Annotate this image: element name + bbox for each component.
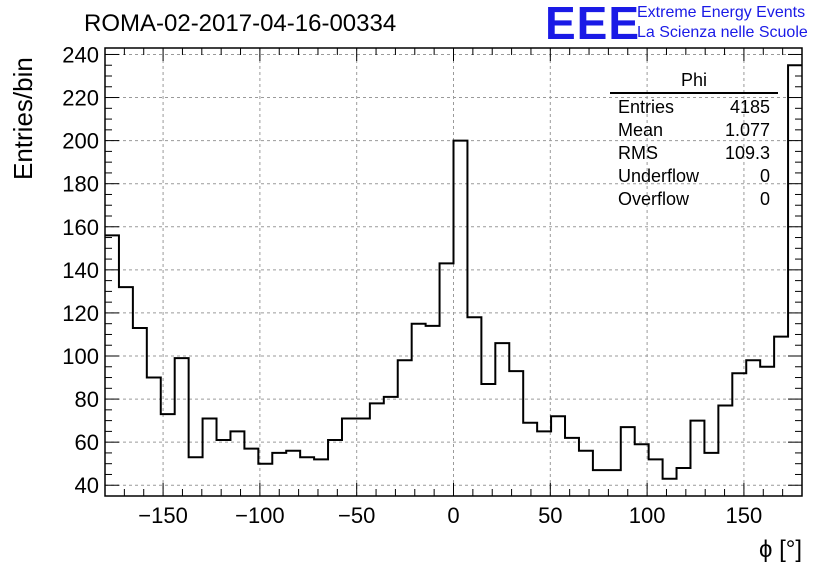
y-tick-label: 200 — [62, 129, 99, 154]
stats-label: Underflow — [618, 166, 700, 186]
x-tick-label: 50 — [538, 503, 562, 528]
chart-title: ROMA-02-2017-04-16-00334 — [84, 10, 397, 37]
x-tick-label: 0 — [447, 503, 459, 528]
y-tick-label: 60 — [75, 430, 99, 455]
logo-line-2: La Scienza nelle Scuole — [637, 24, 808, 41]
stats-label: Mean — [618, 120, 664, 140]
x-tick-label: −150 — [138, 503, 188, 528]
y-tick-label: 100 — [62, 344, 99, 369]
stats-label: RMS — [618, 143, 658, 163]
y-tick-label: 80 — [75, 387, 99, 412]
x-axis-label: ϕ [°] — [758, 536, 802, 563]
axis-ticks — [104, 48, 803, 497]
stats-row: Entries 4185 — [610, 96, 778, 119]
y-tick-label: 220 — [62, 86, 99, 111]
stats-row: Overflow 0 — [610, 188, 778, 211]
y-tick-label: 140 — [62, 258, 99, 283]
stats-value: 0 — [759, 189, 770, 209]
x-tick-label: 150 — [726, 503, 763, 528]
stats-value: 109.3 — [724, 143, 770, 163]
stats-value: 1.077 — [724, 120, 770, 140]
eee-logo: EEE — [545, 0, 641, 49]
x-tick-label: −100 — [235, 503, 285, 528]
y-tick-label: 160 — [62, 215, 99, 240]
y-tick-label: 180 — [62, 172, 99, 197]
y-tick-label: 240 — [62, 42, 99, 67]
y-tick-label: 120 — [62, 301, 99, 326]
stats-label: Entries — [618, 97, 675, 117]
tick-labels: −150 −100 −50 0 50 100 150 40 60 80 100 120 140 160 18… — [62, 42, 762, 528]
y-tick-label: 40 — [75, 473, 99, 498]
logo-line-1: Extreme Energy Events — [637, 4, 806, 21]
x-tick-label: −50 — [338, 503, 375, 528]
stats-label: Overflow — [618, 189, 690, 209]
stats-row: Mean 1.077 — [610, 119, 778, 142]
x-tick-label: 100 — [629, 503, 666, 528]
stats-value: 0 — [759, 166, 770, 186]
stats-title: Phi — [610, 70, 778, 94]
stats-value: 4185 — [729, 97, 770, 117]
stats-box: Phi Entries 4185 Mean 1.077 RMS 109.3 Un… — [610, 70, 778, 211]
stats-row: RMS 109.3 — [610, 142, 778, 165]
stats-row: Underflow 0 — [610, 165, 778, 188]
y-axis-label: Entries/bin — [8, 57, 38, 180]
histogram-line — [105, 64, 802, 480]
